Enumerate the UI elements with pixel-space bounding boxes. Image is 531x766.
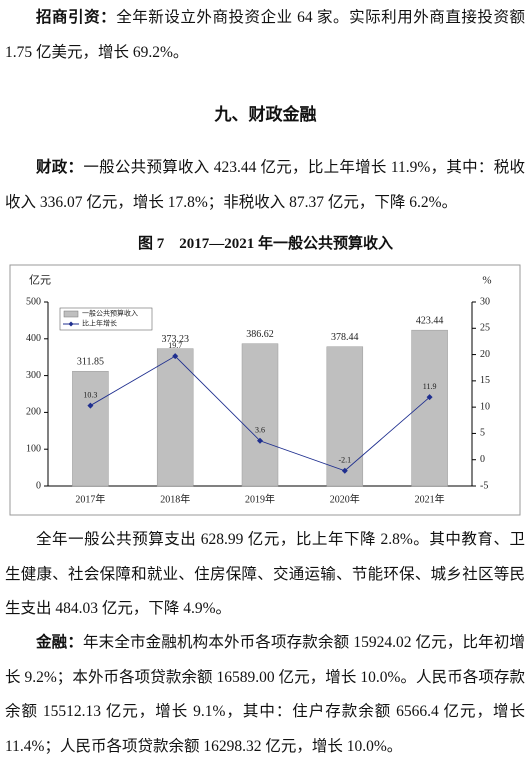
bar-value-label: 378.44 [331,332,359,343]
y-unit: 亿元 [29,274,51,287]
x-tick-label: 2017年 [75,492,105,505]
x-tick-label: 2018年 [160,492,190,505]
line-value-label: 3.6 [255,426,265,435]
legend-swatch [63,310,79,318]
bar-value-label: 423.44 [416,315,444,326]
y2-tick-label: 15 [480,375,490,386]
line-marker [257,437,263,444]
bar-value-label: 373.23 [161,334,189,345]
line-value-label: 10.3 [83,390,97,399]
y-tick-label: 200 [26,407,41,418]
y2-unit: % [482,275,491,287]
y-tick-label: 0 [36,480,41,491]
legend-label: 比上年增长 [82,319,117,328]
paragraph-text: 全年新设立外商投资企业 64 家。实际利用外商直接投资额 1.75 亿美元，增长… [5,9,525,61]
y-tick-label: 500 [26,296,41,307]
line-value-label: 19.7 [168,341,182,350]
paragraph-lead: 财政： [36,159,84,176]
y-tick-label: 300 [26,370,41,381]
chart: 亿元 % 0 100 200 300 400 500 -5 0 5 10 15 20 25 30 2017年… [9,264,521,516]
line-value-label: 11.9 [423,382,437,391]
section-heading: 九、财政金融 [214,105,317,124]
line-marker [426,394,433,401]
chart-frame [9,264,521,516]
x-tick-label: 2021年 [415,492,445,505]
x-tick-label: 2019年 [245,492,275,505]
paragraph-lead: 金融： [36,634,83,651]
line-marker [341,467,348,474]
legend-label: 一般公共预算收入 [82,309,138,318]
paragraph: 全年一般公共预算支出 628.99 亿元，比上年下降 2.8%。其中教育、卫生健… [5,523,525,627]
paragraph: 财政：一般公共预算收入 423.44 亿元，比上年增长 11.9%，其中：税收收… [5,151,525,220]
y2-tick-label: 30 [480,296,490,307]
bar [241,343,279,487]
line-marker [87,402,94,409]
y2-tick-label: 5 [480,428,485,439]
paragraph-text: 全年一般公共预算支出 628.99 亿元，比上年下降 2.8%。其中教育、卫生健… [5,531,525,617]
bar [72,370,109,487]
paragraph: 金融：年末全市金融机构本外币各项存款余额 15924.02 亿元，比年初增长 9… [5,626,525,764]
bar [326,346,364,487]
paragraph-text: 一般公共预算收入 423.44 亿元，比上年增长 11.9%，其中：税收收入 3… [5,159,525,211]
legend-swatch-marker [68,321,74,327]
x-tick-label: 2020年 [330,492,360,505]
figure-title: 图 7 2017—2021 年一般公共预算收入 [137,236,393,252]
bar [156,348,194,487]
paragraph-text: 年末全市金融机构本外币各项存款余额 15924.02 亿元，比年初增长 9.2%… [5,634,525,755]
legend-box [59,307,153,331]
y2-tick-label: 20 [480,349,490,360]
y-tick-label: 100 [26,443,41,454]
bar-value-label: 311.85 [77,357,104,368]
paragraph-lead: 招商引资： [36,9,117,26]
y-tick-label: 400 [26,333,41,344]
y2-tick-label: 0 [480,454,485,465]
paragraph: 招商引资：全年新设立外商投资企业 64 家。实际利用外商直接投资额 1.75 亿… [5,1,525,70]
y2-tick-label: 25 [480,323,490,334]
bar-value-label: 386.62 [246,329,274,340]
y2-tick-label: 10 [480,401,490,412]
line-value-label: -2.1 [338,456,351,465]
line-marker [172,353,179,360]
y2-tick-label: -5 [480,480,488,491]
